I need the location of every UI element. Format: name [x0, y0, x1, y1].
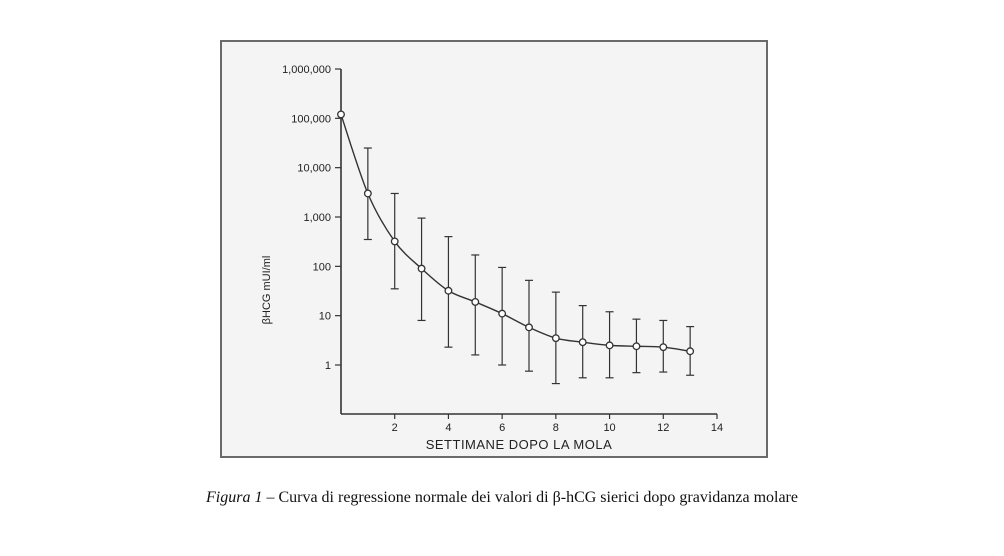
data-point: [498, 309, 507, 318]
x-tick-label: 12: [657, 422, 669, 434]
data-point: [444, 286, 453, 295]
x-tick-label: 4: [445, 422, 451, 434]
data-points: [337, 110, 695, 356]
error-bars: [363, 147, 695, 385]
x-tick-label: 14: [711, 422, 723, 434]
data-point: [471, 297, 480, 306]
data-point: [551, 334, 560, 343]
data-point: [525, 323, 533, 332]
y-tick-label: 100,000: [291, 113, 331, 125]
data-point: [390, 237, 399, 246]
data-point: [417, 264, 426, 273]
y-tick-label: 100: [313, 261, 331, 273]
data-point: [659, 343, 668, 352]
y-axis-label: βHCG mUI/ml: [261, 256, 273, 325]
caption-text: – Curva di regressione normale dei valor…: [262, 489, 798, 506]
y-tick-label: 10,000: [297, 163, 331, 175]
y-tick-label: 1: [325, 360, 331, 372]
y-ticks: 1 10 100 1,000 10,000 100,000 1,000,000: [282, 64, 341, 372]
data-point: [605, 341, 614, 350]
data-point: [578, 338, 587, 347]
data-point: [686, 347, 695, 356]
data-point: [337, 110, 345, 119]
series-line: [340, 114, 691, 352]
x-axis-label: SETTIMANE DOPO LA MOLA: [426, 437, 613, 452]
x-ticks: 2 4 6 8 10 12 14: [392, 414, 723, 434]
figure-caption: Figura 1 – Curva di regressione normale …: [0, 489, 1004, 507]
y-tick-label: 1,000,000: [282, 64, 331, 76]
x-tick-label: 8: [553, 422, 559, 434]
caption-label: Figura 1: [206, 489, 263, 506]
data-point: [363, 189, 372, 198]
y-tick-label: 1,000: [303, 212, 331, 224]
x-tick-label: 10: [603, 422, 615, 434]
x-tick-label: 6: [499, 422, 505, 434]
data-point: [632, 342, 641, 351]
y-tick-label: 10: [319, 311, 331, 323]
figure-frame: [220, 40, 768, 458]
x-tick-label: 2: [392, 422, 398, 434]
series-curve: [340, 114, 691, 352]
